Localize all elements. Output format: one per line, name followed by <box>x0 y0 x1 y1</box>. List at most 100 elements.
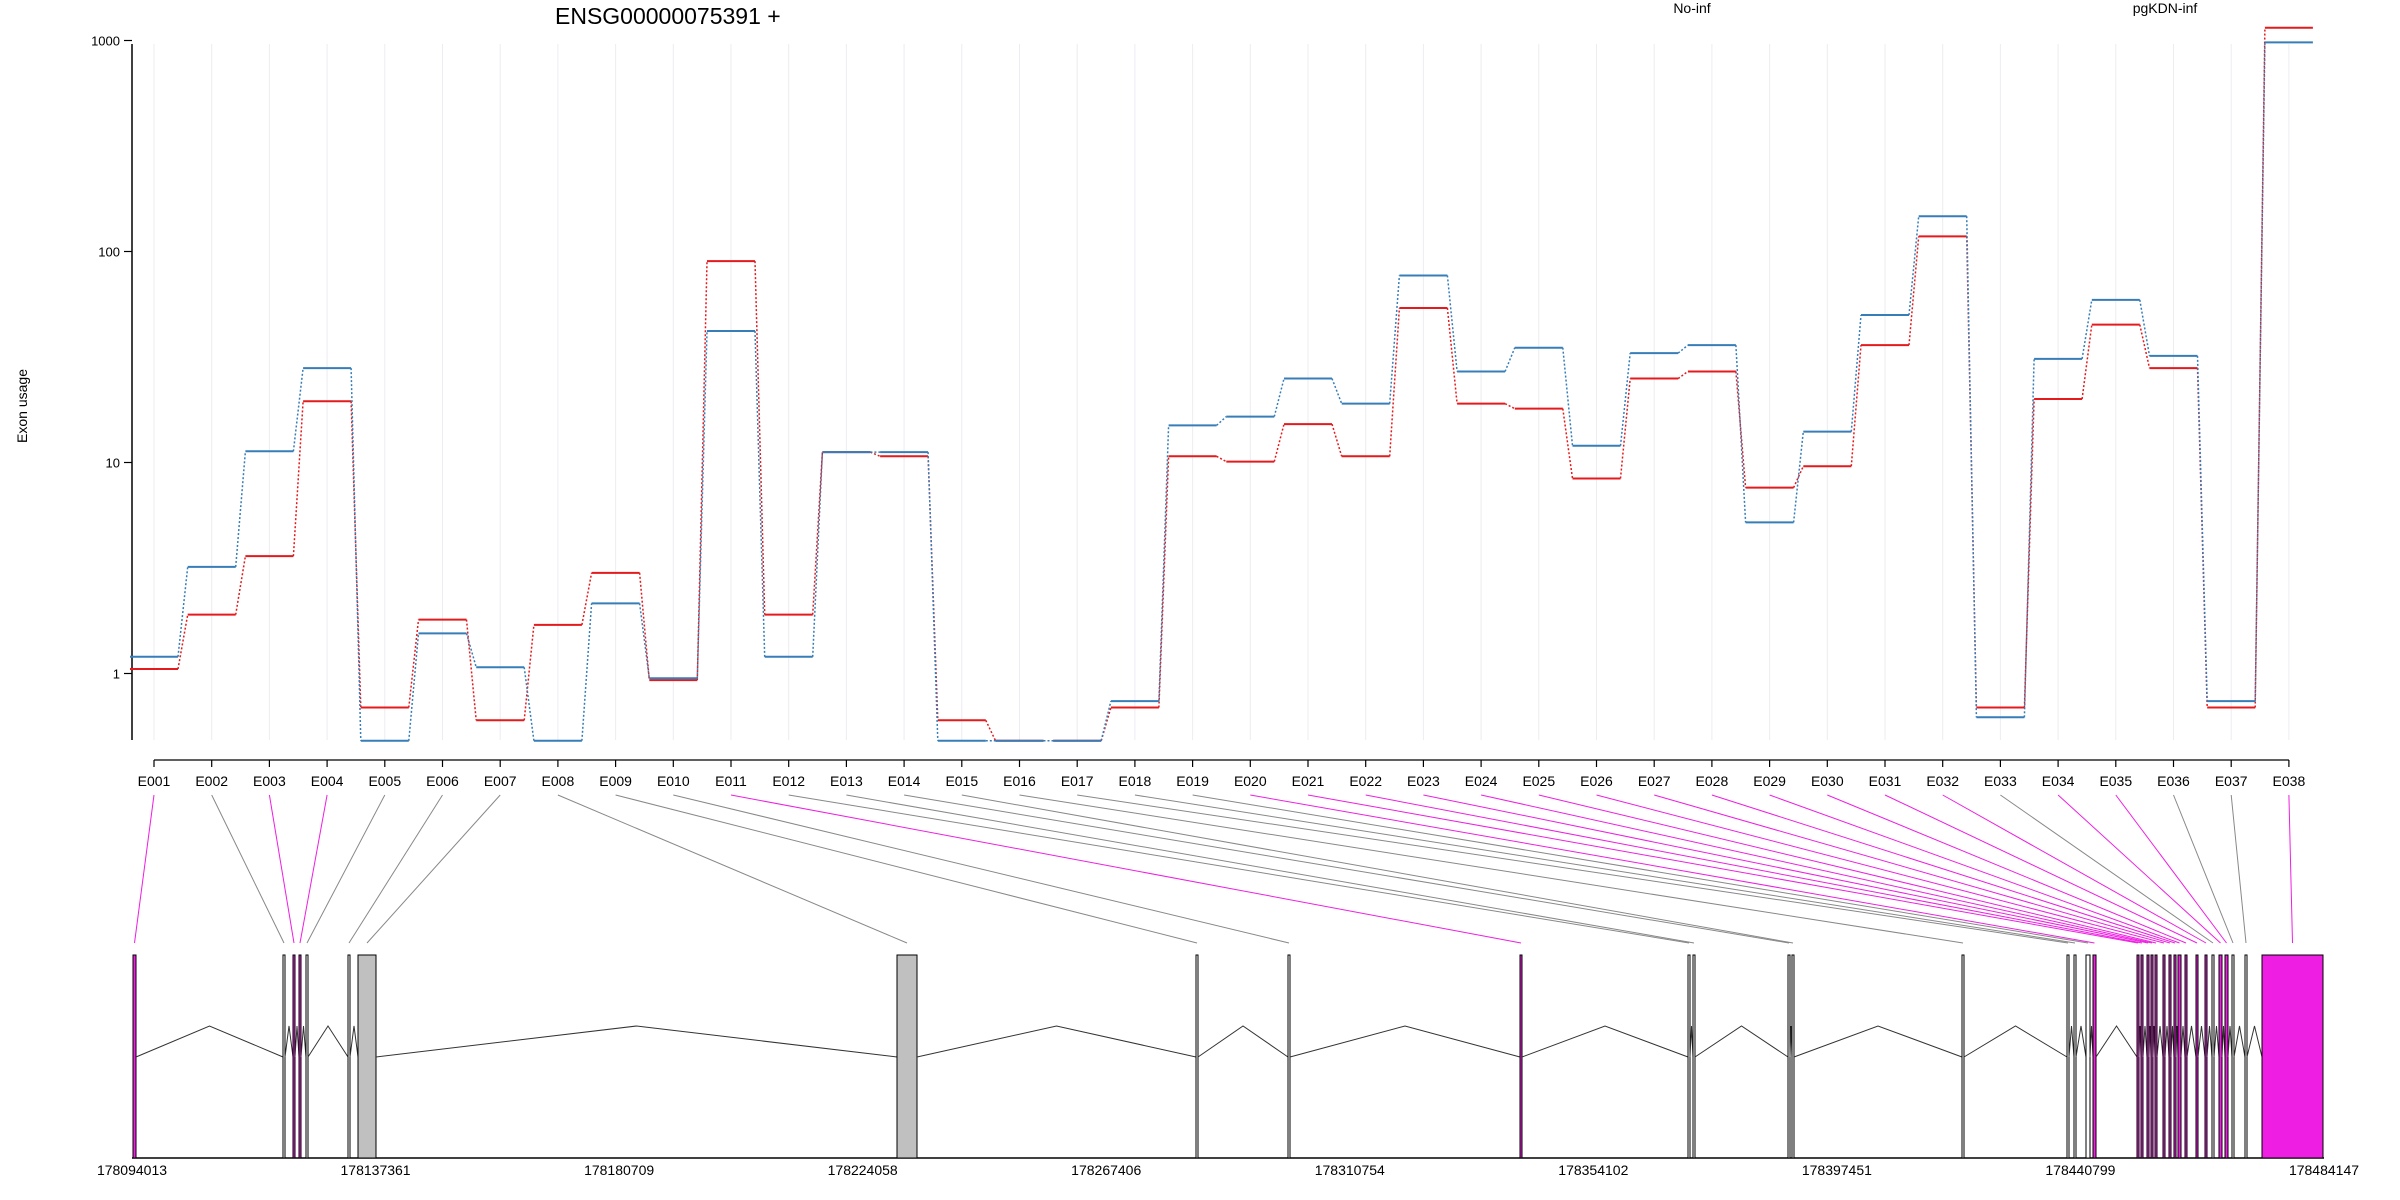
exon-label: E034 <box>2042 773 2075 789</box>
data-connector <box>754 330 766 657</box>
exon-box <box>2092 954 2097 1159</box>
exon-label: E001 <box>138 773 171 789</box>
intron-line <box>2180 1025 2186 1058</box>
intron-line <box>2142 1025 2148 1058</box>
exon-connector <box>1596 794 2165 944</box>
exon-connector <box>1192 794 2089 944</box>
exon-connector <box>366 794 501 944</box>
intron-line <box>1694 1025 1789 1058</box>
intron-line <box>284 1025 294 1058</box>
exon-label: E030 <box>1811 773 1844 789</box>
exon-connector <box>1250 794 2095 944</box>
exon-label: E019 <box>1176 773 1209 789</box>
exon-connector <box>1827 794 2187 944</box>
chart-title: ENSG00000075391 + <box>555 3 781 29</box>
vertical-grid <box>153 44 2290 740</box>
data-connector <box>1677 344 1689 354</box>
exon-connector <box>788 794 1690 944</box>
exon-box <box>1287 954 1291 1159</box>
data-connector <box>2023 398 2035 708</box>
data-connector <box>1850 345 1862 467</box>
data-connector <box>1677 370 1689 380</box>
data-connector <box>1850 314 1862 432</box>
intron-line <box>1793 1025 1963 1058</box>
data-connector <box>1735 345 1747 523</box>
data-connector <box>754 261 766 615</box>
data-connector <box>1158 456 1170 708</box>
intron-line <box>300 1025 307 1058</box>
exon-connector <box>1019 794 1964 944</box>
exon-connector <box>268 794 295 944</box>
data-connector <box>1619 378 1631 479</box>
exon-connector <box>211 794 285 944</box>
exon-label: E002 <box>195 773 228 789</box>
exon-label: E006 <box>426 773 459 789</box>
data-connector <box>1908 236 1920 346</box>
series-no-inf <box>130 26 2313 742</box>
data-connector <box>234 451 247 567</box>
exon-connector <box>961 794 1794 944</box>
intron-line <box>2095 1025 2138 1058</box>
exon-connector <box>615 794 1198 944</box>
data-connector <box>1446 307 1458 404</box>
exon-label: E031 <box>1869 773 1902 789</box>
exon-box <box>1195 954 1199 1159</box>
data-connector <box>581 603 593 741</box>
data-connector <box>638 572 651 681</box>
legend-no-inf: No-inf <box>1673 0 1710 16</box>
y-axis-ticks: 1 10 100 1000 <box>91 34 132 682</box>
coordinate-tick-label: 178137361 <box>341 1162 411 1178</box>
exon-label: E016 <box>1003 773 1036 789</box>
exon-connector <box>2057 794 2221 944</box>
intron-line <box>349 1025 359 1058</box>
intron-line <box>294 1025 300 1058</box>
data-connector <box>2254 42 2266 702</box>
legend-pgkdn-inf: pgKDN-inf <box>2133 0 2198 16</box>
coordinate-tick-label: 178440799 <box>2045 1162 2115 1178</box>
data-connector <box>2139 324 2151 369</box>
exon-connector <box>904 794 1790 944</box>
gene-model <box>132 954 2324 1159</box>
exon-label: E010 <box>657 773 690 789</box>
exon-label: E014 <box>888 773 921 789</box>
exon-connector <box>1538 794 2157 944</box>
exon-label: E024 <box>1465 773 1498 789</box>
intron-line <box>2156 1025 2164 1058</box>
exon-box <box>896 954 918 1159</box>
data-connector <box>1735 371 1747 488</box>
exon-connector <box>1365 794 2143 944</box>
data-connector <box>1100 700 1112 741</box>
intron-line <box>307 1025 349 1058</box>
exon-box <box>305 954 309 1159</box>
coordinate-tick-label: 178267406 <box>1071 1162 1141 1178</box>
exon-label: E022 <box>1349 773 1382 789</box>
exon-connector <box>2115 794 2227 944</box>
exon-connector <box>1942 794 2207 944</box>
data-connector <box>292 368 304 452</box>
data-connector <box>523 667 535 741</box>
coordinate-tick-label: 178397451 <box>1802 1162 1872 1178</box>
exon-label: E026 <box>1580 773 1613 789</box>
exon-connector <box>846 794 1695 944</box>
y-axis-label: Exon usage <box>14 369 30 443</box>
exon-box <box>132 954 137 1159</box>
data-connector <box>177 614 189 670</box>
exon-connector <box>673 794 1290 944</box>
data-connector <box>927 452 939 741</box>
exon-label: E025 <box>1522 773 1555 789</box>
exon-label: E020 <box>1234 773 1267 789</box>
series-lines <box>130 26 2313 742</box>
exon-label: E005 <box>368 773 401 789</box>
data-connector <box>1504 403 1516 410</box>
exon-connector <box>306 794 386 944</box>
exon-connectors <box>134 794 2293 944</box>
exon-connector <box>1077 794 2069 944</box>
data-connector <box>581 572 593 626</box>
y-tick-label: 1 <box>113 667 120 682</box>
data-connector <box>177 566 189 657</box>
data-connector <box>1446 275 1458 372</box>
exon-box <box>1692 954 1696 1159</box>
coordinate-tick-label: 178484147 <box>2289 1162 2359 1178</box>
data-connector <box>1562 347 1574 446</box>
exon-box <box>1519 954 1523 1159</box>
